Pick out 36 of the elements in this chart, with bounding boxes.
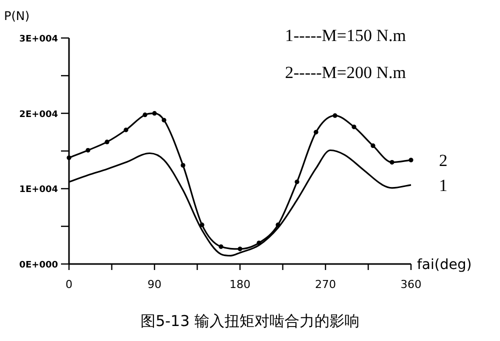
x-tick-label: 90 [148,278,162,291]
series-label: 2 [439,151,448,170]
y-tick-label: 0E+000 [19,260,58,270]
point [370,143,376,148]
point [66,155,72,160]
y-tick-label: 2E+004 [19,110,58,120]
point [332,113,338,118]
point [390,160,394,165]
y-tick-label: 3E+004 [19,34,58,44]
point [352,124,356,130]
x-axis-title: fai(deg) [417,257,472,273]
point [276,222,280,228]
point [142,112,148,118]
x-tick-label: 360 [400,278,422,291]
point [408,158,414,162]
x-tick-label: 180 [230,278,250,291]
point [152,111,157,116]
annotation: 1-----M=150 N.m [285,26,406,45]
point [104,140,110,144]
point [180,163,186,168]
point [86,148,90,153]
text: 图5-13 输入扭矩对啮合力的影响 [140,312,360,330]
point [124,128,128,132]
x-tick-label: 270 [315,278,336,291]
point [200,222,204,228]
point [238,246,242,252]
point [314,130,318,134]
y-axis-title: P(N) [4,9,30,23]
x-tick-label: 0 [66,278,72,291]
point [256,240,262,246]
annotation: 2-----M=200 N.m [285,63,406,82]
point [294,180,300,184]
point [162,118,166,122]
series-label: 1 [439,176,448,195]
point [218,244,224,249]
y-tick-label: 1E+004 [19,185,58,196]
